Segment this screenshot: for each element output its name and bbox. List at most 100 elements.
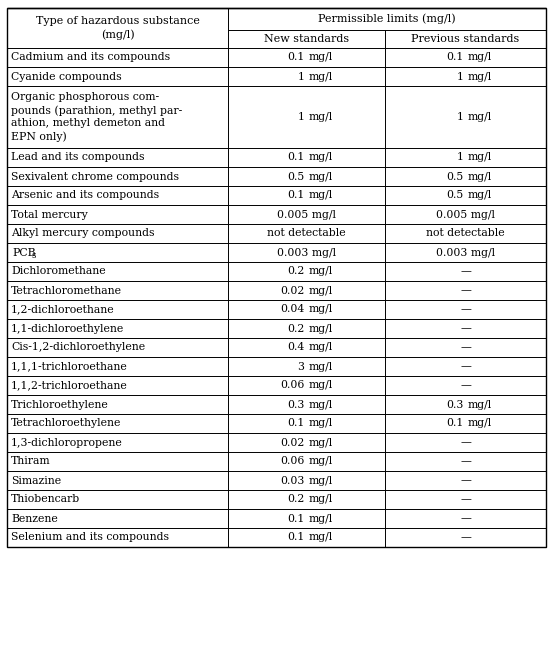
Text: mg/l: mg/l xyxy=(309,419,333,428)
Text: 1: 1 xyxy=(456,72,463,81)
Text: Thiram: Thiram xyxy=(11,457,51,466)
Text: Organic phosphorous com-
pounds (parathion, methyl par-
athion, methyl demeton a: Organic phosphorous com- pounds (parathi… xyxy=(11,92,182,142)
Text: 0.2: 0.2 xyxy=(287,495,305,505)
Text: mg/l: mg/l xyxy=(309,361,333,371)
Text: 0.005 mg/l: 0.005 mg/l xyxy=(436,210,495,219)
Text: —: — xyxy=(460,438,471,447)
Text: 0.1: 0.1 xyxy=(287,419,305,428)
Text: 0.02: 0.02 xyxy=(280,438,305,447)
Text: Simazine: Simazine xyxy=(11,476,61,486)
Text: mg/l: mg/l xyxy=(467,399,492,409)
Text: 0.5: 0.5 xyxy=(446,191,463,200)
Text: Type of hazardous substance
(mg/l): Type of hazardous substance (mg/l) xyxy=(35,16,200,40)
Text: 0.2: 0.2 xyxy=(287,267,305,277)
Text: mg/l: mg/l xyxy=(309,323,333,334)
Text: Previous standards: Previous standards xyxy=(411,34,520,44)
Text: mg/l: mg/l xyxy=(309,495,333,505)
Text: —: — xyxy=(460,267,471,277)
Text: 0.1: 0.1 xyxy=(287,514,305,524)
Text: Total mercury: Total mercury xyxy=(11,210,88,219)
Text: not detectable: not detectable xyxy=(267,229,346,238)
Text: 1: 1 xyxy=(456,152,463,162)
Text: mg/l: mg/l xyxy=(309,171,333,181)
Text: 0.5: 0.5 xyxy=(287,171,305,181)
Text: mg/l: mg/l xyxy=(309,342,333,353)
Text: mg/l: mg/l xyxy=(467,72,492,81)
Text: 0.003 mg/l: 0.003 mg/l xyxy=(436,248,495,258)
Text: 0.003 mg/l: 0.003 mg/l xyxy=(277,248,336,258)
Text: mg/l: mg/l xyxy=(309,399,333,409)
Text: mg/l: mg/l xyxy=(309,380,333,390)
Text: Thiobencarb: Thiobencarb xyxy=(11,495,80,505)
Text: 0.1: 0.1 xyxy=(287,152,305,162)
Bar xyxy=(7,8,546,547)
Text: —: — xyxy=(460,323,471,334)
Text: 1: 1 xyxy=(456,112,463,122)
Text: Tetrachloroethylene: Tetrachloroethylene xyxy=(11,419,121,428)
Text: 1,1,1-trichloroethane: 1,1,1-trichloroethane xyxy=(11,361,128,371)
Text: mg/l: mg/l xyxy=(309,286,333,296)
Text: —: — xyxy=(460,533,471,543)
Text: mg/l: mg/l xyxy=(467,419,492,428)
Text: Sexivalent chrome compounds: Sexivalent chrome compounds xyxy=(11,171,179,181)
Text: mg/l: mg/l xyxy=(309,304,333,315)
Text: 0.5: 0.5 xyxy=(446,171,463,181)
Text: —: — xyxy=(460,514,471,524)
Text: 0.4: 0.4 xyxy=(287,342,305,353)
Text: Tetrachloromethane: Tetrachloromethane xyxy=(11,286,122,296)
Text: mg/l: mg/l xyxy=(467,53,492,62)
Text: 0.1: 0.1 xyxy=(287,533,305,543)
Text: Selenium and its compounds: Selenium and its compounds xyxy=(11,533,169,543)
Text: 0.005 mg/l: 0.005 mg/l xyxy=(277,210,336,219)
Text: 1: 1 xyxy=(298,72,305,81)
Text: Permissible limits (mg/l): Permissible limits (mg/l) xyxy=(318,14,456,24)
Text: mg/l: mg/l xyxy=(309,72,333,81)
Text: 0.1: 0.1 xyxy=(287,191,305,200)
Text: 0.3: 0.3 xyxy=(446,399,463,409)
Text: mg/l: mg/l xyxy=(309,533,333,543)
Text: mg/l: mg/l xyxy=(467,171,492,181)
Text: New standards: New standards xyxy=(264,34,349,44)
Text: 3: 3 xyxy=(298,361,305,371)
Text: 0.1: 0.1 xyxy=(446,53,463,62)
Text: 0.06: 0.06 xyxy=(280,457,305,466)
Text: Lead and its compounds: Lead and its compounds xyxy=(11,152,144,162)
Text: —: — xyxy=(460,286,471,296)
Text: —: — xyxy=(460,380,471,390)
Text: Trichloroethylene: Trichloroethylene xyxy=(11,399,109,409)
Text: not detectable: not detectable xyxy=(426,229,505,238)
Text: mg/l: mg/l xyxy=(309,514,333,524)
Text: Alkyl mercury compounds: Alkyl mercury compounds xyxy=(11,229,154,238)
Text: mg/l: mg/l xyxy=(309,53,333,62)
Text: 1,2-dichloroethane: 1,2-dichloroethane xyxy=(11,304,114,315)
Text: 1: 1 xyxy=(298,112,305,122)
Text: mg/l: mg/l xyxy=(309,438,333,447)
Text: —: — xyxy=(460,495,471,505)
Text: —: — xyxy=(460,361,471,371)
Text: 0.2: 0.2 xyxy=(287,323,305,334)
Text: —: — xyxy=(460,342,471,353)
Text: PCB: PCB xyxy=(12,248,35,258)
Text: Cis-1,2-dichloroethylene: Cis-1,2-dichloroethylene xyxy=(11,342,145,353)
Text: mg/l: mg/l xyxy=(309,191,333,200)
Text: mg/l: mg/l xyxy=(309,112,333,122)
Text: 1,3-dichloropropene: 1,3-dichloropropene xyxy=(11,438,123,447)
Text: mg/l: mg/l xyxy=(467,191,492,200)
Text: Dichloromethane: Dichloromethane xyxy=(11,267,106,277)
Text: 0.02: 0.02 xyxy=(280,286,305,296)
Text: mg/l: mg/l xyxy=(309,476,333,486)
Text: Cyanide compounds: Cyanide compounds xyxy=(11,72,122,81)
Text: mg/l: mg/l xyxy=(309,152,333,162)
Text: —: — xyxy=(460,304,471,315)
Text: 1,1-dichloroethylene: 1,1-dichloroethylene xyxy=(11,323,124,334)
Text: 0.1: 0.1 xyxy=(287,53,305,62)
Text: Arsenic and its compounds: Arsenic and its compounds xyxy=(11,191,159,200)
Text: —: — xyxy=(460,457,471,466)
Text: 0.06: 0.06 xyxy=(280,380,305,390)
Text: 1,1,2-trichloroethane: 1,1,2-trichloroethane xyxy=(11,380,128,390)
Text: 0.3: 0.3 xyxy=(287,399,305,409)
Text: s: s xyxy=(31,250,35,260)
Text: —: — xyxy=(460,476,471,486)
Text: mg/l: mg/l xyxy=(467,152,492,162)
Text: 0.03: 0.03 xyxy=(280,476,305,486)
